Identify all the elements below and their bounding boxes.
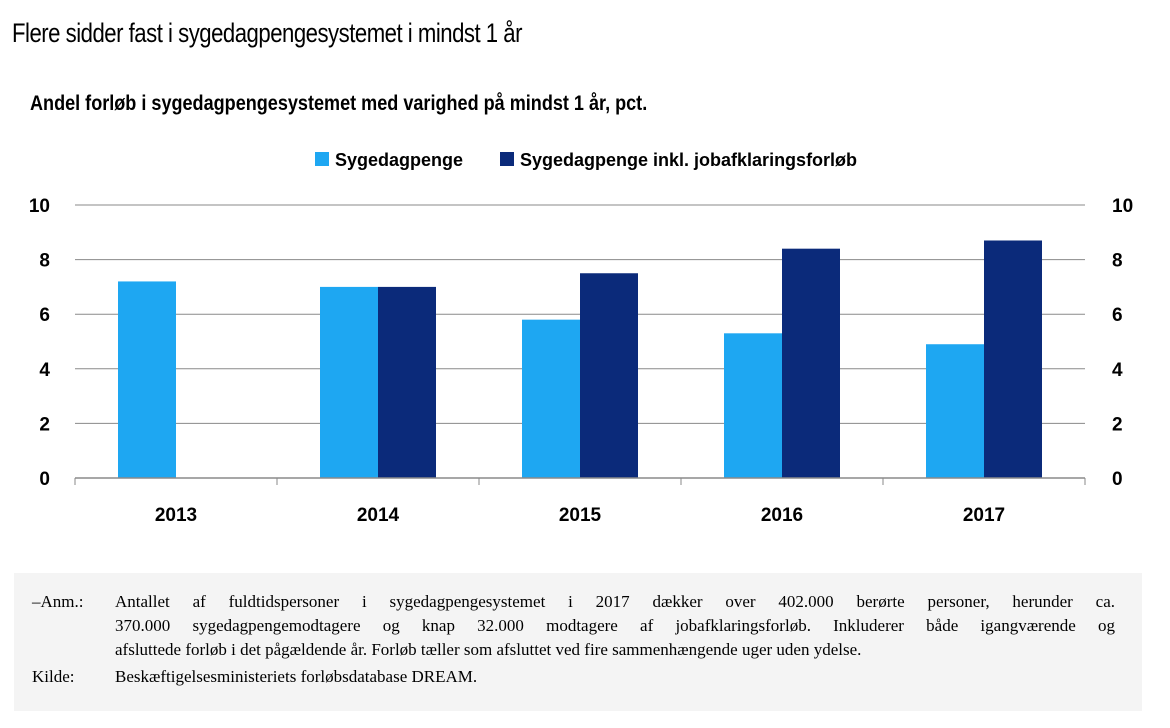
x-tick-label: 2013 (155, 505, 197, 526)
bar-inkl-jobafklaring (378, 286, 436, 478)
bar-inkl-jobafklaring (984, 240, 1042, 478)
chart-title: Andel forløb i sygedagpengesystemet med … (30, 92, 648, 115)
y-tick-label-left: 0 (39, 469, 50, 490)
legend-label: Sygedagpenge (335, 150, 463, 170)
x-tick-label: 2017 (963, 505, 1005, 526)
bar-sygedagpenge (118, 281, 176, 478)
bar-inkl-jobafklaring (580, 273, 638, 478)
y-tick-label-right: 6 (1112, 305, 1123, 326)
y-tick-label-left: 2 (39, 414, 50, 435)
bar-sygedagpenge (320, 286, 378, 478)
y-tick-label-left: 6 (39, 305, 50, 326)
bar-sygedagpenge (724, 333, 782, 478)
anm-line-1: Antallet af fuldtidspersoner i sygedagpe… (115, 592, 1115, 611)
y-tick-label-right: 4 (1112, 360, 1123, 381)
anm-line-3: afsluttede forløb i det pågældende år. F… (115, 640, 862, 659)
y-tick-label-right: 0 (1112, 469, 1123, 490)
anm-line-2: 370.000 sygedagpengemodtagere og knap 32… (115, 616, 1115, 635)
y-tick-label-left: 4 (39, 360, 50, 381)
notes-box: –Anm.: Antallet af fuldtidspersoner i sy… (14, 573, 1142, 711)
bar-sygedagpenge (522, 319, 580, 478)
y-tick-label-left: 8 (39, 251, 50, 272)
x-tick-label: 2014 (357, 505, 400, 526)
x-tick-label: 2015 (559, 505, 602, 526)
y-tick-label-right: 8 (1112, 251, 1123, 272)
bar-chart: 0 0 2 2 4 4 6 6 8 8 10 10 2013 2014 2015 2016 2017 Sygeda… (29, 150, 1133, 526)
legend-label: Sygedagpenge inkl. jobafklaringsforløb (520, 150, 857, 170)
y-tick-label-left: 10 (29, 196, 50, 217)
y-tick-label-right: 2 (1112, 414, 1123, 435)
bar-inkl-jobafklaring (782, 248, 840, 478)
x-tick-label: 2016 (761, 505, 803, 526)
bar-sygedagpenge (926, 344, 984, 478)
y-tick-label-right: 10 (1112, 196, 1133, 217)
anm-label: –Anm.: (32, 592, 84, 611)
kilde-label: Kilde: (32, 667, 75, 686)
kilde-text: Beskæftigelsesministeriets forløbsdataba… (115, 667, 478, 686)
legend-swatch (315, 152, 329, 166)
legend-swatch (500, 152, 514, 166)
page-title: Flere sidder fast i sygedagpengesystemet… (12, 18, 522, 48)
